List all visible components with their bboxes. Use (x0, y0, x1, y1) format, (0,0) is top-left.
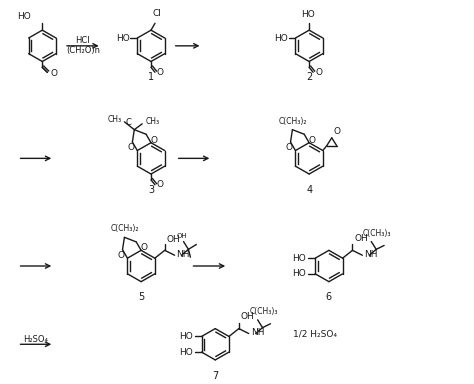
Text: C(CH₃)₂: C(CH₃)₂ (110, 224, 139, 233)
Text: NH: NH (365, 250, 378, 259)
Text: O: O (50, 69, 57, 78)
Text: OH: OH (355, 233, 368, 243)
Text: O: O (151, 136, 157, 145)
Text: CH₃: CH₃ (145, 118, 159, 126)
Text: C(CH₃)₂: C(CH₃)₂ (278, 117, 307, 126)
Text: 1: 1 (148, 72, 154, 82)
Text: NH: NH (251, 328, 264, 337)
Text: HCl: HCl (75, 36, 90, 45)
Text: OH: OH (241, 312, 255, 321)
Text: 7: 7 (212, 371, 219, 381)
Text: C(CH₃)₃: C(CH₃)₃ (249, 307, 278, 316)
Text: NH: NH (177, 250, 190, 259)
Text: HO: HO (179, 332, 192, 341)
Text: H₂SO₄: H₂SO₄ (23, 335, 48, 344)
Text: OH: OH (176, 233, 187, 238)
Text: 1/2 H₂SO₄: 1/2 H₂SO₄ (293, 329, 337, 338)
Text: O: O (334, 127, 341, 136)
Text: 3: 3 (148, 185, 154, 195)
Text: O: O (157, 68, 164, 77)
Text: HO: HO (179, 348, 192, 357)
Text: OH: OH (167, 235, 181, 245)
Text: O: O (141, 243, 147, 252)
Text: O: O (315, 68, 322, 77)
Text: HO: HO (292, 269, 306, 278)
Text: 5: 5 (138, 292, 144, 302)
Text: HO: HO (292, 254, 306, 263)
Text: C: C (126, 118, 131, 127)
Text: Cl: Cl (153, 10, 161, 18)
Text: HO: HO (17, 12, 30, 22)
Text: C(CH₃)₃: C(CH₃)₃ (363, 228, 392, 238)
Text: HO: HO (116, 33, 129, 43)
Text: HO: HO (301, 10, 315, 20)
Text: 2: 2 (306, 72, 312, 82)
Text: 4: 4 (306, 185, 312, 195)
Text: 6: 6 (326, 292, 332, 302)
Text: O: O (309, 136, 316, 145)
Text: HO: HO (274, 33, 288, 43)
Text: O: O (286, 144, 293, 152)
Text: O: O (118, 251, 125, 260)
Text: CH₃: CH₃ (107, 115, 121, 124)
Text: O: O (128, 144, 135, 152)
Text: O: O (157, 180, 164, 189)
Text: (CH₂O)n: (CH₂O)n (66, 46, 100, 55)
